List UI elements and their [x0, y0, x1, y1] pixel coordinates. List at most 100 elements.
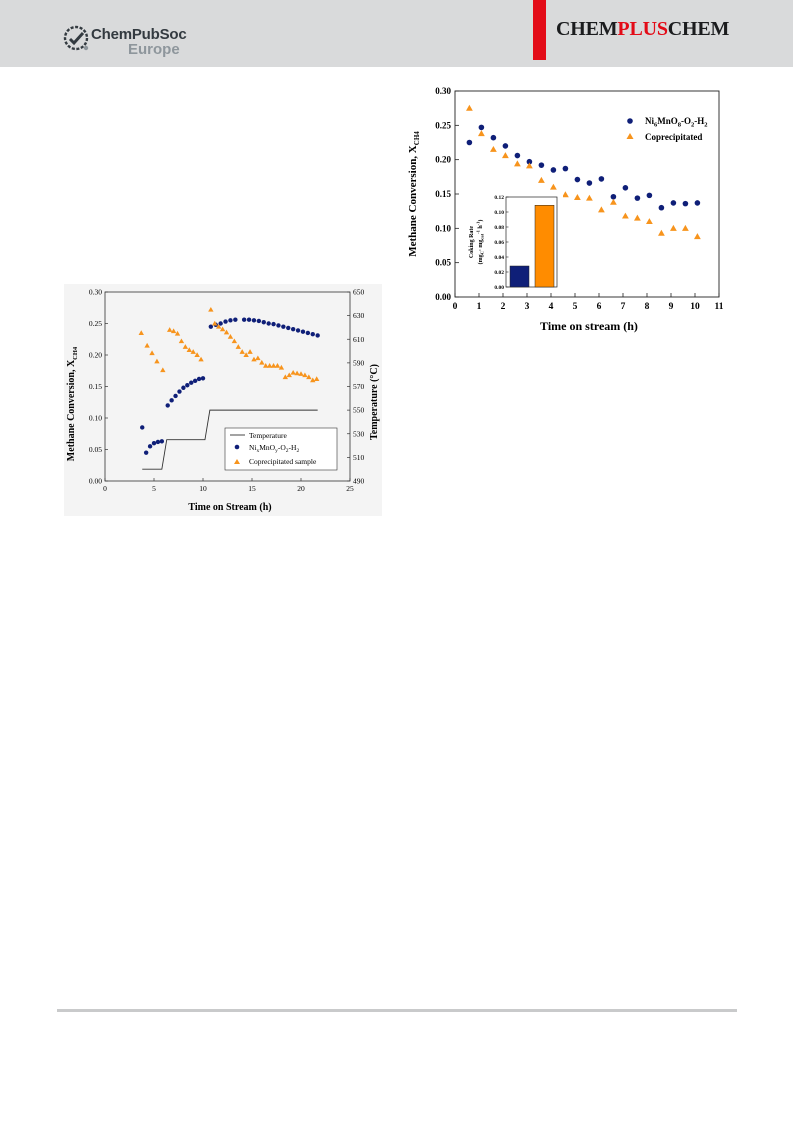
ni-point — [233, 317, 238, 322]
ni-point — [159, 439, 165, 444]
ni-point — [151, 441, 157, 446]
coprecipitated-point — [243, 352, 249, 358]
coprecipitated-point — [282, 374, 289, 380]
legend-coprecipitated: Coprecipitated — [645, 132, 702, 142]
inset-bars — [509, 205, 555, 288]
ni-point — [622, 185, 629, 191]
legend-coprecipitated-marker — [234, 459, 240, 464]
y-tick-label: 0.25 — [89, 319, 102, 328]
ni-point — [550, 167, 557, 173]
y-tick-label: 0.15 — [89, 382, 102, 391]
ni-point — [200, 376, 206, 381]
inset-y-tick-label: 0.06 — [494, 240, 504, 246]
legend-coprecipitated-marker — [626, 133, 634, 139]
ni-point — [562, 165, 569, 172]
coprecipitated-point — [219, 326, 226, 332]
chart-left-legend: Temperature NixMnOy-O2-H2 Coprecipitated… — [224, 427, 338, 471]
ni-point — [646, 192, 653, 199]
ni-point — [228, 318, 233, 323]
footer-rule — [57, 1009, 737, 1012]
ni-point — [526, 158, 533, 165]
ni-point — [574, 176, 581, 183]
ni-point — [466, 139, 473, 146]
y2-tick-label: 510 — [353, 453, 365, 462]
coprecipitated-point — [466, 104, 473, 111]
coprecipitated-point — [550, 183, 557, 190]
ni-point — [181, 385, 186, 390]
ni-point — [266, 321, 271, 326]
temperature-line — [142, 409, 318, 470]
coprecipitated-point — [694, 233, 701, 240]
ni-point — [670, 200, 677, 206]
coprecipitated-point — [562, 191, 569, 198]
ni-point — [290, 326, 296, 332]
coprecipitated-point — [313, 376, 320, 381]
coprecipitated-point — [502, 152, 509, 159]
inset-bar-coprecipitated — [534, 205, 555, 288]
coprecipitated-point — [255, 355, 261, 361]
coprecipitated-point — [646, 218, 653, 225]
y2-tick-label: 570 — [353, 382, 365, 391]
x-tick-label: 10 — [199, 484, 207, 493]
inset-y-tick-label: 0.12 — [494, 195, 504, 201]
y2-tick-label: 610 — [353, 335, 365, 344]
y2-tick-label: 650 — [353, 288, 365, 297]
coprecipitated-point — [294, 370, 300, 376]
ni-point — [241, 317, 247, 322]
y2-tick-labels: 490 510 530 550 570 590 610 630 650 — [353, 288, 365, 486]
x-tick-label: 25 — [346, 484, 354, 493]
y-tick-label: 0.10 — [435, 223, 451, 233]
coprecipitated-point — [263, 363, 269, 368]
publisher-subname: Europe — [128, 41, 180, 58]
coprecipitated-point — [274, 363, 281, 368]
y2-tick-label: 530 — [353, 429, 365, 438]
ni-point — [514, 152, 521, 159]
coprecipitated-point — [538, 176, 545, 183]
inset-y-tick-label: 0.08 — [494, 225, 504, 231]
coprecipitated-point — [514, 160, 521, 167]
coprecipitated-point — [298, 371, 304, 376]
ni-point — [251, 318, 257, 323]
coprecipitated-point — [478, 130, 485, 137]
ni-point — [305, 330, 311, 336]
x-tick-label: 0 — [453, 302, 458, 312]
y-axis-label-sub: CH4 — [72, 346, 79, 360]
coprecipitated-point — [586, 194, 593, 201]
y2-axis-label: Temperature (°C) — [369, 364, 380, 440]
x-tick-label: 9 — [669, 302, 674, 312]
x-tick-label: 10 — [690, 302, 700, 312]
coprecipitated-point — [574, 194, 581, 200]
y-tick-label: 0.00 — [435, 292, 451, 302]
coprecipitated-point — [658, 229, 665, 236]
figure-left: 0 5 10 15 20 25 0.00 0.05 0.10 0.15 0.20 0.25 0.30 … — [64, 284, 382, 516]
coprecipitated-point — [286, 372, 292, 378]
coprecipitated-point — [622, 212, 629, 219]
ni-point — [315, 333, 320, 338]
ni-point — [281, 324, 286, 329]
x-tick-label: 1 — [477, 302, 482, 312]
ni-point — [598, 176, 605, 182]
legend-temperature: Temperature — [249, 431, 287, 440]
legend-ni: NixMnOy-O2-H2 — [249, 443, 299, 454]
coprecipitated-series — [138, 306, 320, 383]
coprecipitated-point — [212, 320, 218, 326]
x-tick-label: 3 — [525, 302, 530, 312]
figure-right: 0 1 2 3 4 5 6 7 8 9 10 11 0.00 0.05 0.10 0.15 0.20 0.25 0… — [403, 84, 735, 341]
ni-point — [173, 393, 178, 399]
ni-point — [177, 389, 182, 394]
chempubsoc-logo-icon — [63, 25, 89, 51]
ni-point — [478, 124, 485, 131]
coprecipitated-point — [266, 363, 273, 368]
inset-bar-ni — [509, 265, 530, 288]
chart-left-axes — [104, 291, 351, 482]
coprecipitated-series — [466, 104, 701, 240]
ni-point — [502, 143, 509, 149]
y2-tick-label: 490 — [353, 477, 365, 486]
ni-point — [147, 444, 153, 449]
ni-point — [169, 398, 174, 403]
inset-y-tick-label: 0.04 — [494, 255, 504, 261]
y-tick-label: 0.05 — [89, 445, 102, 454]
legend-ni: Ni6MnO8-O2-H2 — [645, 116, 708, 129]
inset-y-tick-label: 0.10 — [494, 210, 504, 216]
coprecipitated-point — [526, 162, 533, 169]
